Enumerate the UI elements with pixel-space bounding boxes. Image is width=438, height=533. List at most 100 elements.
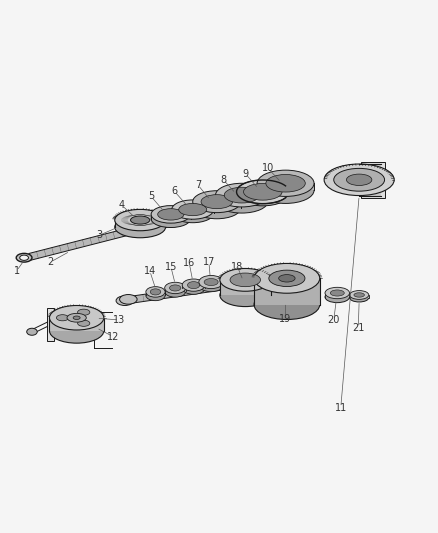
Text: 9: 9	[242, 168, 248, 179]
Text: 19: 19	[279, 314, 292, 324]
Text: 5: 5	[148, 191, 154, 201]
Polygon shape	[29, 220, 161, 260]
Ellipse shape	[266, 174, 305, 192]
Text: 17: 17	[203, 257, 215, 267]
Ellipse shape	[146, 290, 165, 301]
Polygon shape	[350, 295, 369, 297]
Ellipse shape	[350, 290, 369, 300]
Text: 16: 16	[183, 258, 195, 268]
Ellipse shape	[165, 282, 186, 294]
Ellipse shape	[257, 170, 314, 197]
Ellipse shape	[182, 282, 205, 294]
Ellipse shape	[120, 295, 137, 304]
Polygon shape	[193, 201, 241, 208]
Ellipse shape	[49, 305, 104, 330]
Polygon shape	[359, 164, 381, 196]
Text: 10: 10	[262, 164, 274, 173]
Ellipse shape	[78, 309, 90, 316]
Ellipse shape	[215, 189, 268, 213]
Polygon shape	[47, 308, 54, 341]
Polygon shape	[237, 192, 289, 194]
Ellipse shape	[354, 293, 364, 297]
Text: 12: 12	[107, 332, 119, 342]
Ellipse shape	[369, 186, 375, 189]
Ellipse shape	[73, 316, 80, 319]
Ellipse shape	[170, 285, 181, 291]
Ellipse shape	[67, 313, 86, 322]
Polygon shape	[257, 183, 314, 190]
Ellipse shape	[334, 168, 385, 191]
Polygon shape	[182, 285, 205, 288]
Ellipse shape	[182, 279, 205, 291]
Ellipse shape	[78, 320, 90, 326]
Polygon shape	[115, 220, 166, 227]
Ellipse shape	[254, 290, 320, 319]
Ellipse shape	[325, 291, 350, 303]
Text: 6: 6	[171, 186, 177, 196]
Text: 1: 1	[14, 266, 20, 276]
Ellipse shape	[150, 289, 161, 295]
Ellipse shape	[151, 210, 191, 228]
Ellipse shape	[324, 164, 394, 196]
Ellipse shape	[115, 216, 166, 238]
Ellipse shape	[49, 319, 104, 343]
Ellipse shape	[224, 187, 259, 203]
Ellipse shape	[16, 253, 32, 262]
Ellipse shape	[201, 195, 233, 209]
Text: 15: 15	[165, 262, 177, 271]
Ellipse shape	[158, 209, 184, 220]
Ellipse shape	[119, 222, 131, 228]
Polygon shape	[172, 209, 214, 213]
Ellipse shape	[146, 287, 165, 297]
Text: 21: 21	[352, 323, 364, 333]
Ellipse shape	[279, 274, 295, 282]
Text: 11: 11	[335, 402, 347, 413]
Polygon shape	[49, 318, 104, 331]
Ellipse shape	[257, 177, 314, 204]
Ellipse shape	[199, 276, 223, 288]
Text: 7: 7	[195, 180, 201, 190]
Ellipse shape	[179, 204, 207, 216]
Ellipse shape	[20, 255, 28, 260]
Ellipse shape	[369, 170, 375, 174]
Text: 8: 8	[220, 175, 226, 185]
Ellipse shape	[330, 290, 344, 296]
Text: 18: 18	[231, 262, 244, 271]
Ellipse shape	[215, 183, 268, 207]
Ellipse shape	[116, 296, 134, 305]
Ellipse shape	[131, 216, 150, 224]
Text: 20: 20	[328, 315, 340, 325]
Text: 13: 13	[113, 315, 125, 325]
Ellipse shape	[350, 293, 369, 302]
Ellipse shape	[346, 174, 372, 185]
Ellipse shape	[325, 287, 350, 298]
Text: 2: 2	[47, 257, 53, 267]
Polygon shape	[124, 280, 246, 304]
Ellipse shape	[187, 281, 200, 288]
Text: 14: 14	[144, 266, 156, 276]
Ellipse shape	[165, 286, 186, 297]
Polygon shape	[146, 292, 165, 295]
Ellipse shape	[151, 206, 191, 223]
Polygon shape	[151, 214, 191, 219]
Polygon shape	[254, 278, 320, 304]
Ellipse shape	[220, 269, 271, 291]
Ellipse shape	[269, 270, 305, 287]
Ellipse shape	[57, 314, 69, 321]
Ellipse shape	[193, 191, 241, 213]
Text: 3: 3	[97, 230, 103, 240]
Ellipse shape	[115, 209, 166, 231]
Ellipse shape	[254, 263, 320, 293]
Ellipse shape	[237, 182, 289, 206]
Ellipse shape	[172, 204, 214, 223]
Ellipse shape	[244, 183, 282, 200]
Ellipse shape	[27, 328, 37, 335]
Polygon shape	[165, 288, 186, 292]
Polygon shape	[220, 280, 271, 295]
Ellipse shape	[193, 197, 241, 219]
Ellipse shape	[172, 200, 214, 219]
Polygon shape	[361, 162, 385, 198]
Polygon shape	[215, 195, 268, 201]
Ellipse shape	[230, 273, 261, 287]
Ellipse shape	[204, 279, 218, 286]
